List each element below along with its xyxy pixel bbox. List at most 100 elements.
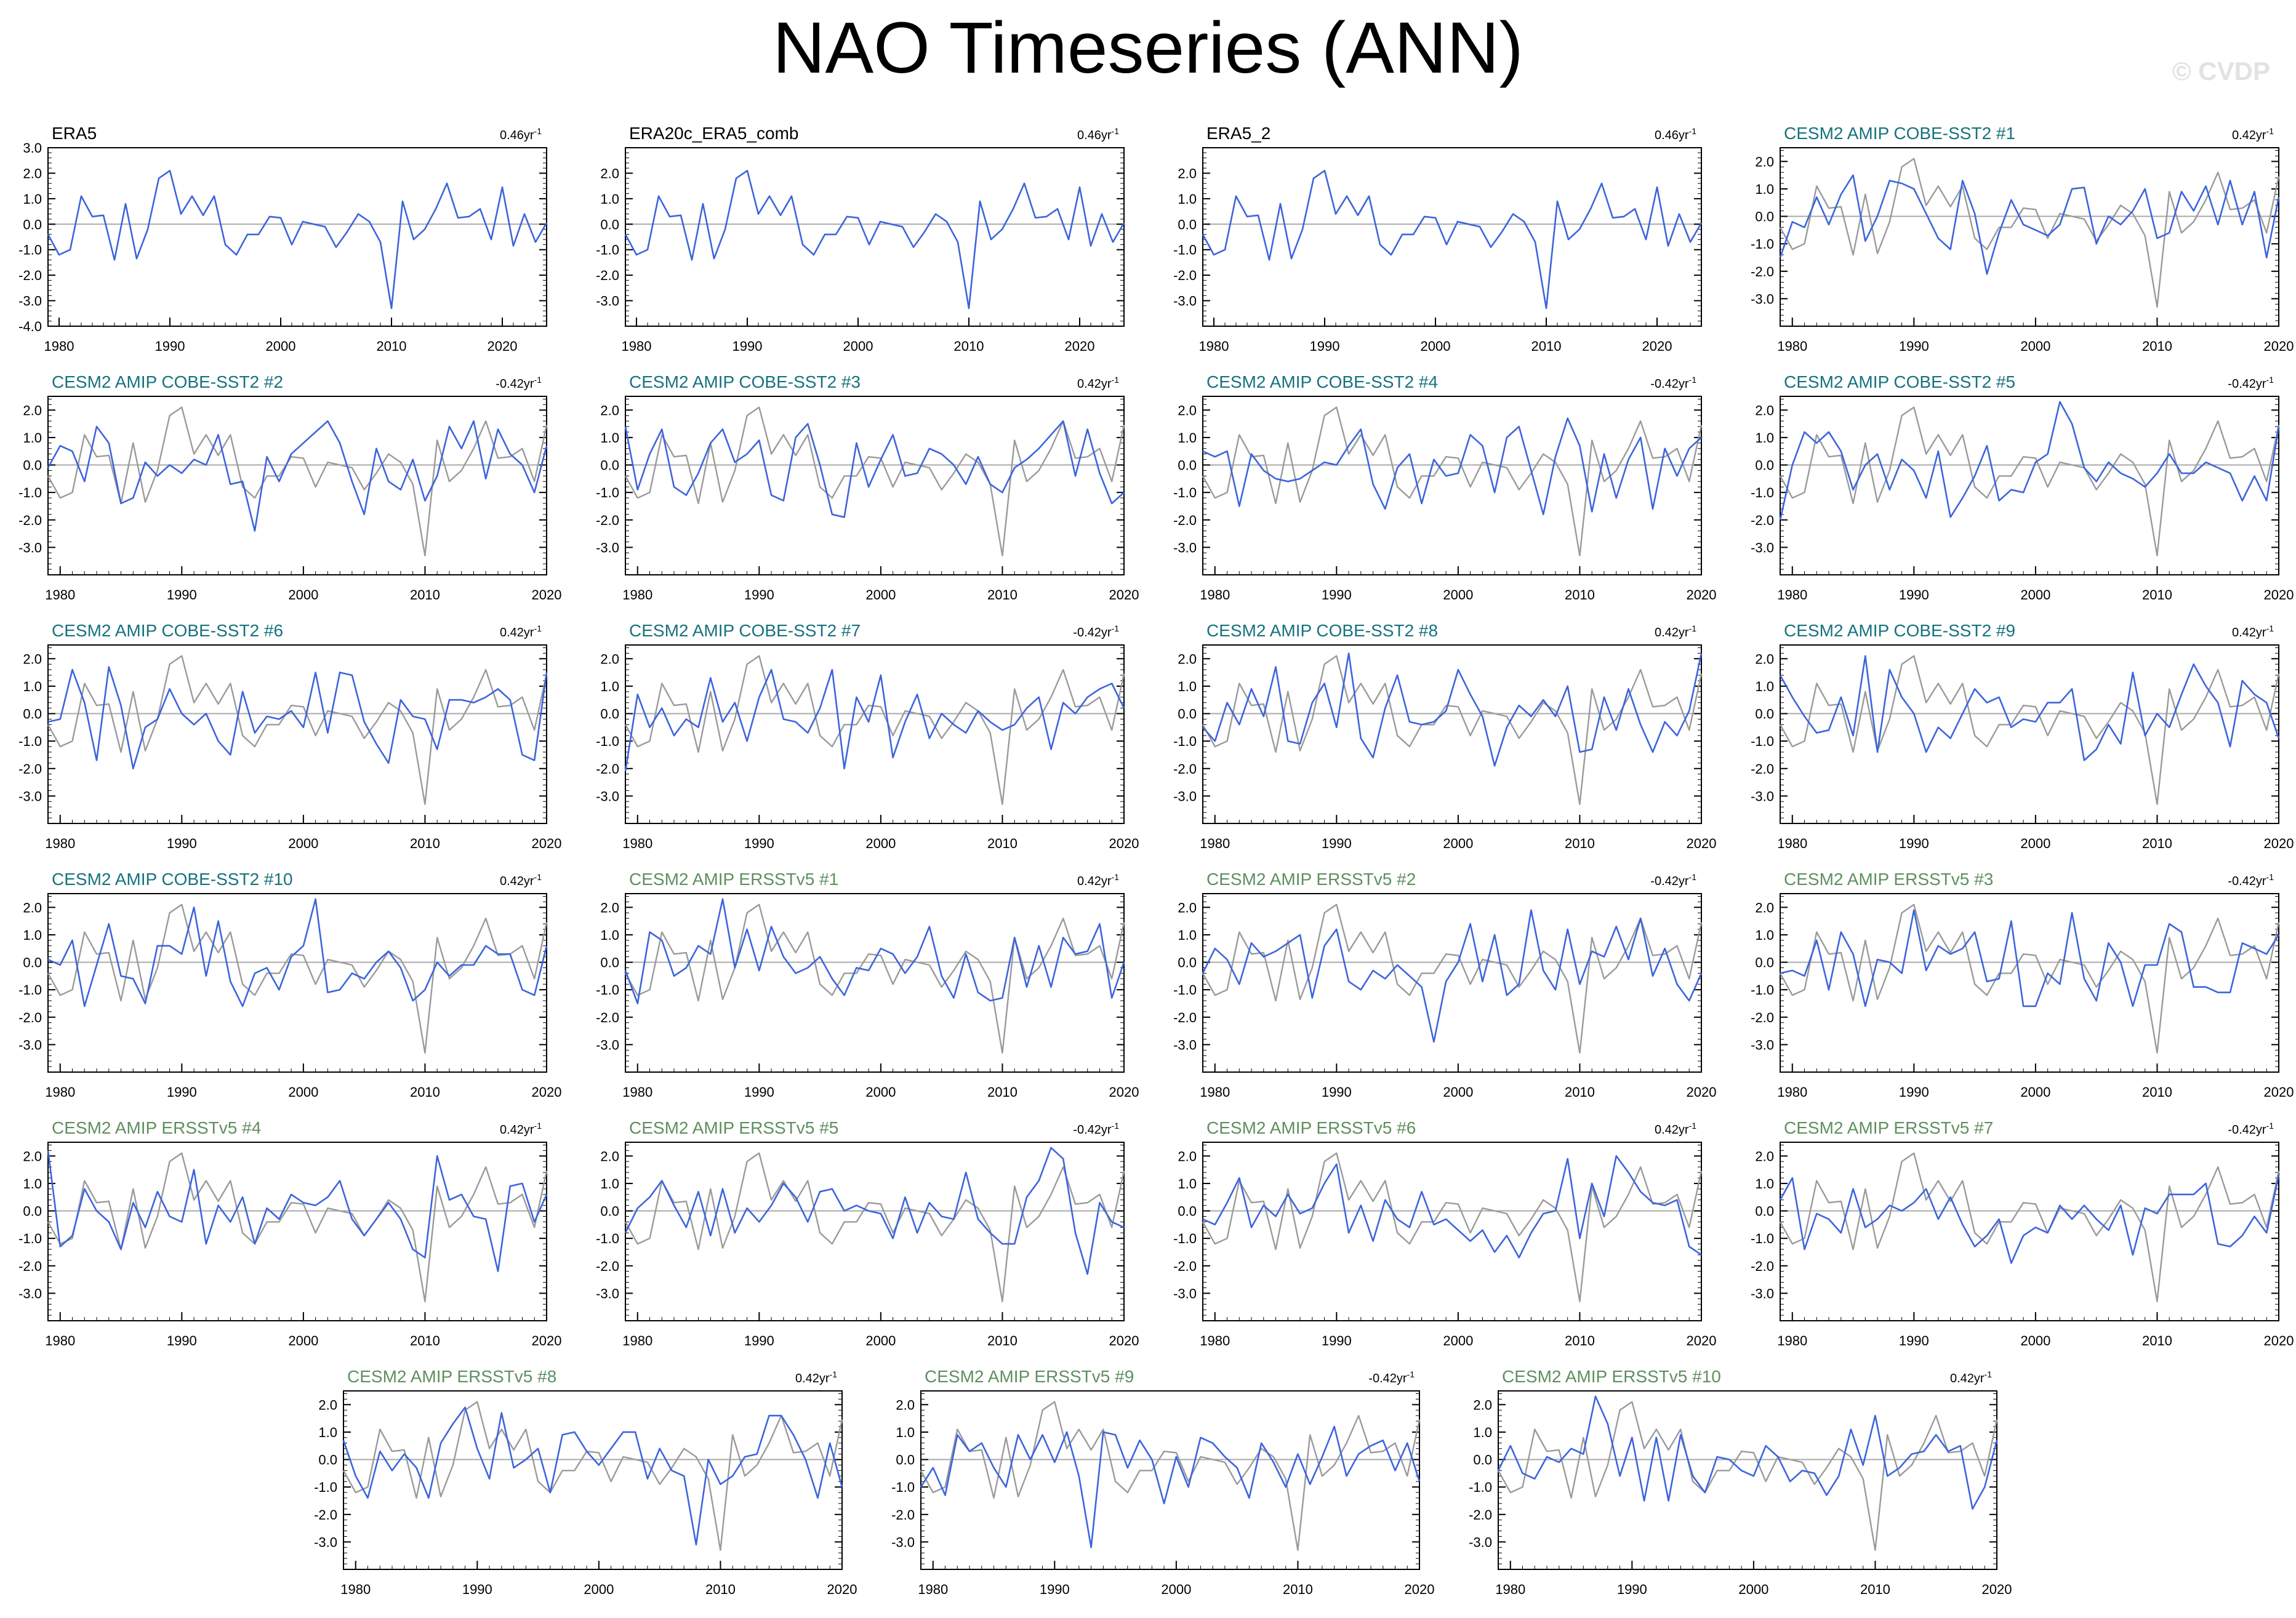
panel-frame bbox=[1202, 1142, 1702, 1321]
y-tick-label: 2.0 bbox=[600, 166, 619, 181]
panel-19: CESM2 AMIP ERSSTv5 #6 0.42yr-1 2.0 1.0 0.0 -1… bbox=[1173, 1118, 1716, 1348]
panel-frame bbox=[1780, 1142, 2279, 1321]
nao-series-line bbox=[1202, 652, 1703, 767]
y-tick-label: -2.0 bbox=[1173, 1259, 1197, 1274]
x-tick-label: 1990 bbox=[167, 1333, 197, 1348]
y-tick-label: 0.0 bbox=[1178, 217, 1197, 232]
y-tick-label: -1.0 bbox=[1751, 734, 1774, 749]
y-tick-label: -1.0 bbox=[18, 1231, 42, 1246]
y-tick-label: 1.0 bbox=[1178, 679, 1197, 694]
panel-15: CESM2 AMIP ERSSTv5 #2 -0.42yr-1 2.0 1.0 0.0 -… bbox=[1173, 870, 1716, 1100]
y-tick-label: -1.0 bbox=[18, 982, 42, 998]
x-tick-label: 2020 bbox=[2264, 1084, 2294, 1100]
panel-frame bbox=[1202, 644, 1702, 824]
x-tick-label: 2010 bbox=[410, 1084, 440, 1100]
panel-10: CESM2 AMIP COBE-SST2 #7 -0.42yr-1 2.0 1.0 0.… bbox=[596, 621, 1139, 851]
y-tick-label: 0.0 bbox=[23, 458, 42, 473]
x-tick-label: 1990 bbox=[744, 1084, 774, 1100]
y-tick-label: -1.0 bbox=[1751, 236, 1774, 252]
panel-title: CESM2 AMIP COBE-SST2 #8 bbox=[1206, 621, 1438, 640]
y-tick-label: 1.0 bbox=[23, 1176, 42, 1191]
y-tick-label: -2.0 bbox=[596, 513, 619, 528]
panel-trend: 0.46yr-1 bbox=[500, 126, 542, 142]
y-tick-label: -2.0 bbox=[18, 1010, 42, 1025]
panel-16: CESM2 AMIP ERSSTv5 #3 -0.42yr-1 2.0 1.0 0.0 -… bbox=[1751, 870, 2294, 1100]
y-tick-label: -2.0 bbox=[1751, 761, 1774, 777]
x-tick-label: 1990 bbox=[1322, 587, 1352, 603]
y-tick-label: -1.0 bbox=[1469, 1480, 1492, 1495]
panel-title: CESM2 AMIP ERSSTv5 #10 bbox=[1502, 1367, 1721, 1386]
x-tick-label: 1980 bbox=[622, 587, 652, 603]
x-tick-label: 2010 bbox=[987, 836, 1018, 851]
nao-series-line bbox=[920, 1425, 1421, 1548]
x-tick-label: 1980 bbox=[1200, 587, 1230, 603]
x-tick-label: 1980 bbox=[45, 836, 75, 851]
nao-series-line bbox=[1779, 174, 2280, 275]
panel-trend: -0.42yr-1 bbox=[1368, 1369, 1415, 1385]
y-tick-label: -2.0 bbox=[891, 1507, 915, 1523]
panel-trend: 0.42yr-1 bbox=[2232, 126, 2274, 142]
x-tick-label: 1990 bbox=[744, 587, 774, 603]
x-tick-label: 1980 bbox=[44, 338, 74, 354]
y-tick-label: 2.0 bbox=[896, 1397, 915, 1412]
panel-title: CESM2 AMIP COBE-SST2 #7 bbox=[629, 621, 861, 640]
y-tick-label: 2.0 bbox=[1178, 900, 1197, 915]
panel-frame bbox=[47, 644, 547, 824]
x-tick-label: 1980 bbox=[1777, 1333, 1807, 1348]
x-tick-label: 1980 bbox=[918, 1582, 948, 1597]
y-tick-label: -2.0 bbox=[596, 268, 619, 283]
figure-title: NAO Timeseries (ANN) bbox=[773, 7, 1523, 89]
y-tick-label: -3.0 bbox=[18, 540, 42, 555]
reference-series-line bbox=[47, 406, 548, 556]
y-tick-label: 0.0 bbox=[600, 707, 619, 722]
y-tick-label: -2.0 bbox=[1751, 264, 1774, 279]
x-tick-label: 2000 bbox=[288, 836, 318, 851]
panel-frame bbox=[1780, 893, 2279, 1073]
panel-trend: 0.42yr-1 bbox=[2232, 623, 2274, 639]
panel-frame bbox=[47, 396, 547, 575]
x-tick-label: 2020 bbox=[1642, 338, 1672, 354]
panel-13: CESM2 AMIP COBE-SST2 #10 0.42yr-1 2.0 1.0 0.… bbox=[18, 870, 561, 1100]
panel-frame bbox=[1202, 147, 1702, 327]
y-tick-label: 2.0 bbox=[23, 402, 42, 418]
y-tick-label: 1.0 bbox=[1178, 1176, 1197, 1191]
y-tick-label: 1.0 bbox=[1473, 1425, 1492, 1440]
y-tick-label: 2.0 bbox=[1178, 166, 1197, 181]
y-tick-label: 1.0 bbox=[1178, 191, 1197, 207]
x-tick-label: 1980 bbox=[1200, 836, 1230, 851]
nao-series-line bbox=[1202, 169, 1703, 310]
x-tick-label: 2010 bbox=[1283, 1582, 1313, 1597]
x-tick-label: 1980 bbox=[1777, 587, 1807, 603]
x-tick-label: 2000 bbox=[1421, 338, 1451, 354]
y-tick-label: -1.0 bbox=[1751, 485, 1774, 500]
panel-title: CESM2 AMIP ERSSTv5 #7 bbox=[1784, 1118, 1993, 1137]
panel-title: CESM2 AMIP COBE-SST2 #9 bbox=[1784, 621, 2015, 640]
nao-series-line bbox=[1779, 1175, 2280, 1264]
x-tick-label: 2020 bbox=[2264, 836, 2294, 851]
x-tick-label: 2000 bbox=[1443, 836, 1473, 851]
y-tick-label: 1.0 bbox=[1178, 430, 1197, 446]
panel-trend: 0.42yr-1 bbox=[1077, 375, 1119, 391]
x-tick-label: 2000 bbox=[2020, 836, 2050, 851]
y-tick-label: -1.0 bbox=[1751, 1231, 1774, 1246]
y-tick-label: 0.0 bbox=[23, 1204, 42, 1219]
panel-9: CESM2 AMIP COBE-SST2 #6 0.42yr-1 2.0 1.0 0.0… bbox=[18, 621, 561, 851]
x-tick-label: 2010 bbox=[2142, 836, 2172, 851]
x-tick-label: 1990 bbox=[462, 1582, 492, 1597]
x-tick-label: 1990 bbox=[1899, 836, 1929, 851]
x-tick-label: 2000 bbox=[266, 338, 296, 354]
x-tick-label: 1990 bbox=[1899, 338, 1929, 354]
y-tick-label: 2.0 bbox=[1755, 1148, 1774, 1164]
reference-series-line bbox=[1202, 406, 1703, 556]
panel-trend: 0.42yr-1 bbox=[1077, 872, 1119, 888]
y-tick-label: 0.0 bbox=[1178, 955, 1197, 971]
y-tick-label: -3.0 bbox=[1751, 291, 1774, 306]
panel-8: CESM2 AMIP COBE-SST2 #5 -0.42yr-1 2.0 1.0 0.… bbox=[1751, 372, 2294, 603]
panel-frame bbox=[1202, 396, 1702, 575]
panel-title: CESM2 AMIP COBE-SST2 #4 bbox=[1206, 372, 1438, 391]
y-tick-label: 1.0 bbox=[600, 679, 619, 694]
x-tick-label: 2020 bbox=[1982, 1582, 2012, 1597]
x-tick-label: 1990 bbox=[167, 587, 197, 603]
x-tick-label: 2010 bbox=[2142, 587, 2172, 603]
nao-series-line bbox=[624, 169, 1125, 310]
